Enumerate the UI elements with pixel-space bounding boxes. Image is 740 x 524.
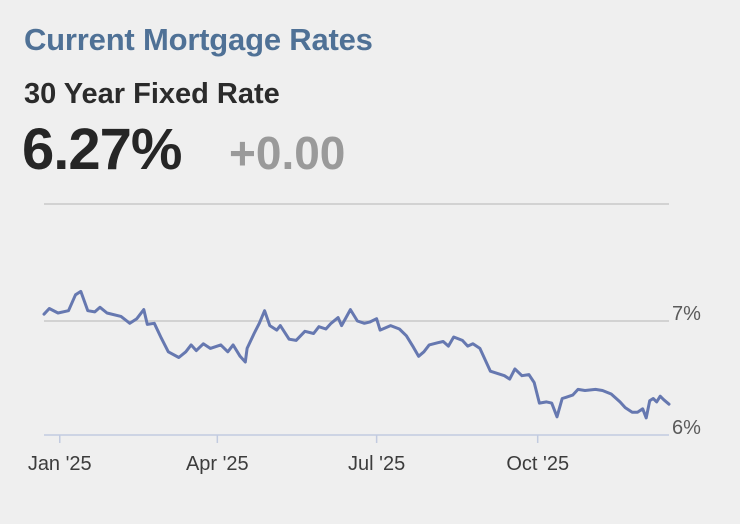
page-title: Current Mortgage Rates [24, 22, 373, 57]
rate-series-line [42, 289, 671, 420]
rate-type-label: 30 Year Fixed Rate [24, 78, 280, 110]
x-axis-ticks: Jan '25 Apr '25 Jul '25 Oct '25 [28, 435, 569, 475]
x-tick-label: Oct '25 [506, 453, 569, 475]
current-rate-value: 6.27% [22, 117, 182, 182]
y-tick-label: 7% [672, 303, 701, 325]
x-tick-label: Jul '25 [348, 453, 405, 475]
rate-change-value: +0.00 [229, 127, 346, 179]
x-tick-label: Jan '25 [28, 453, 92, 475]
y-axis-labels: 7% 6% [672, 303, 701, 439]
y-tick-label: 6% [672, 417, 701, 439]
x-tick-label: Apr '25 [186, 453, 249, 475]
